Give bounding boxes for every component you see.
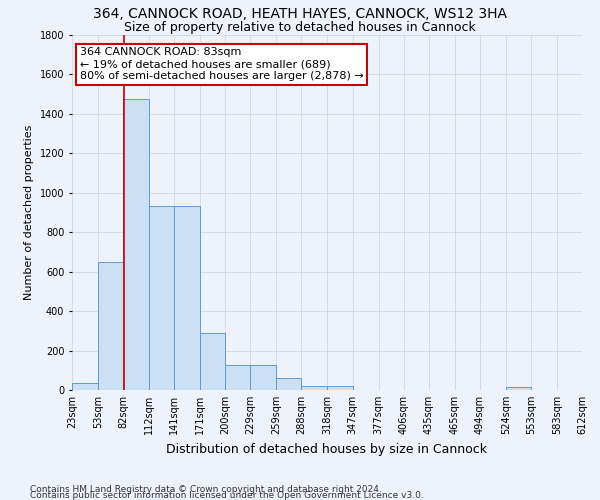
Bar	[250, 366, 277, 390]
Bar	[149, 206, 174, 390]
Bar	[225, 366, 250, 390]
Bar	[200, 333, 225, 390]
Bar	[301, 386, 328, 390]
Bar	[174, 206, 200, 390]
Text: Contains HM Land Registry data © Crown copyright and database right 2024.: Contains HM Land Registry data © Crown c…	[30, 485, 382, 494]
Bar	[98, 262, 123, 390]
Y-axis label: Number of detached properties: Number of detached properties	[24, 125, 34, 300]
X-axis label: Distribution of detached houses by size in Cannock: Distribution of detached houses by size …	[167, 442, 487, 456]
Bar	[277, 378, 301, 390]
Bar	[506, 387, 531, 390]
Text: Size of property relative to detached houses in Cannock: Size of property relative to detached ho…	[124, 21, 476, 34]
Text: 364 CANNOCK ROAD: 83sqm
← 19% of detached houses are smaller (689)
80% of semi-d: 364 CANNOCK ROAD: 83sqm ← 19% of detache…	[80, 48, 364, 80]
Text: 364, CANNOCK ROAD, HEATH HAYES, CANNOCK, WS12 3HA: 364, CANNOCK ROAD, HEATH HAYES, CANNOCK,…	[93, 8, 507, 22]
Bar	[123, 100, 149, 390]
Text: Contains public sector information licensed under the Open Government Licence v3: Contains public sector information licen…	[30, 491, 424, 500]
Bar	[72, 382, 98, 390]
Bar	[328, 386, 353, 390]
